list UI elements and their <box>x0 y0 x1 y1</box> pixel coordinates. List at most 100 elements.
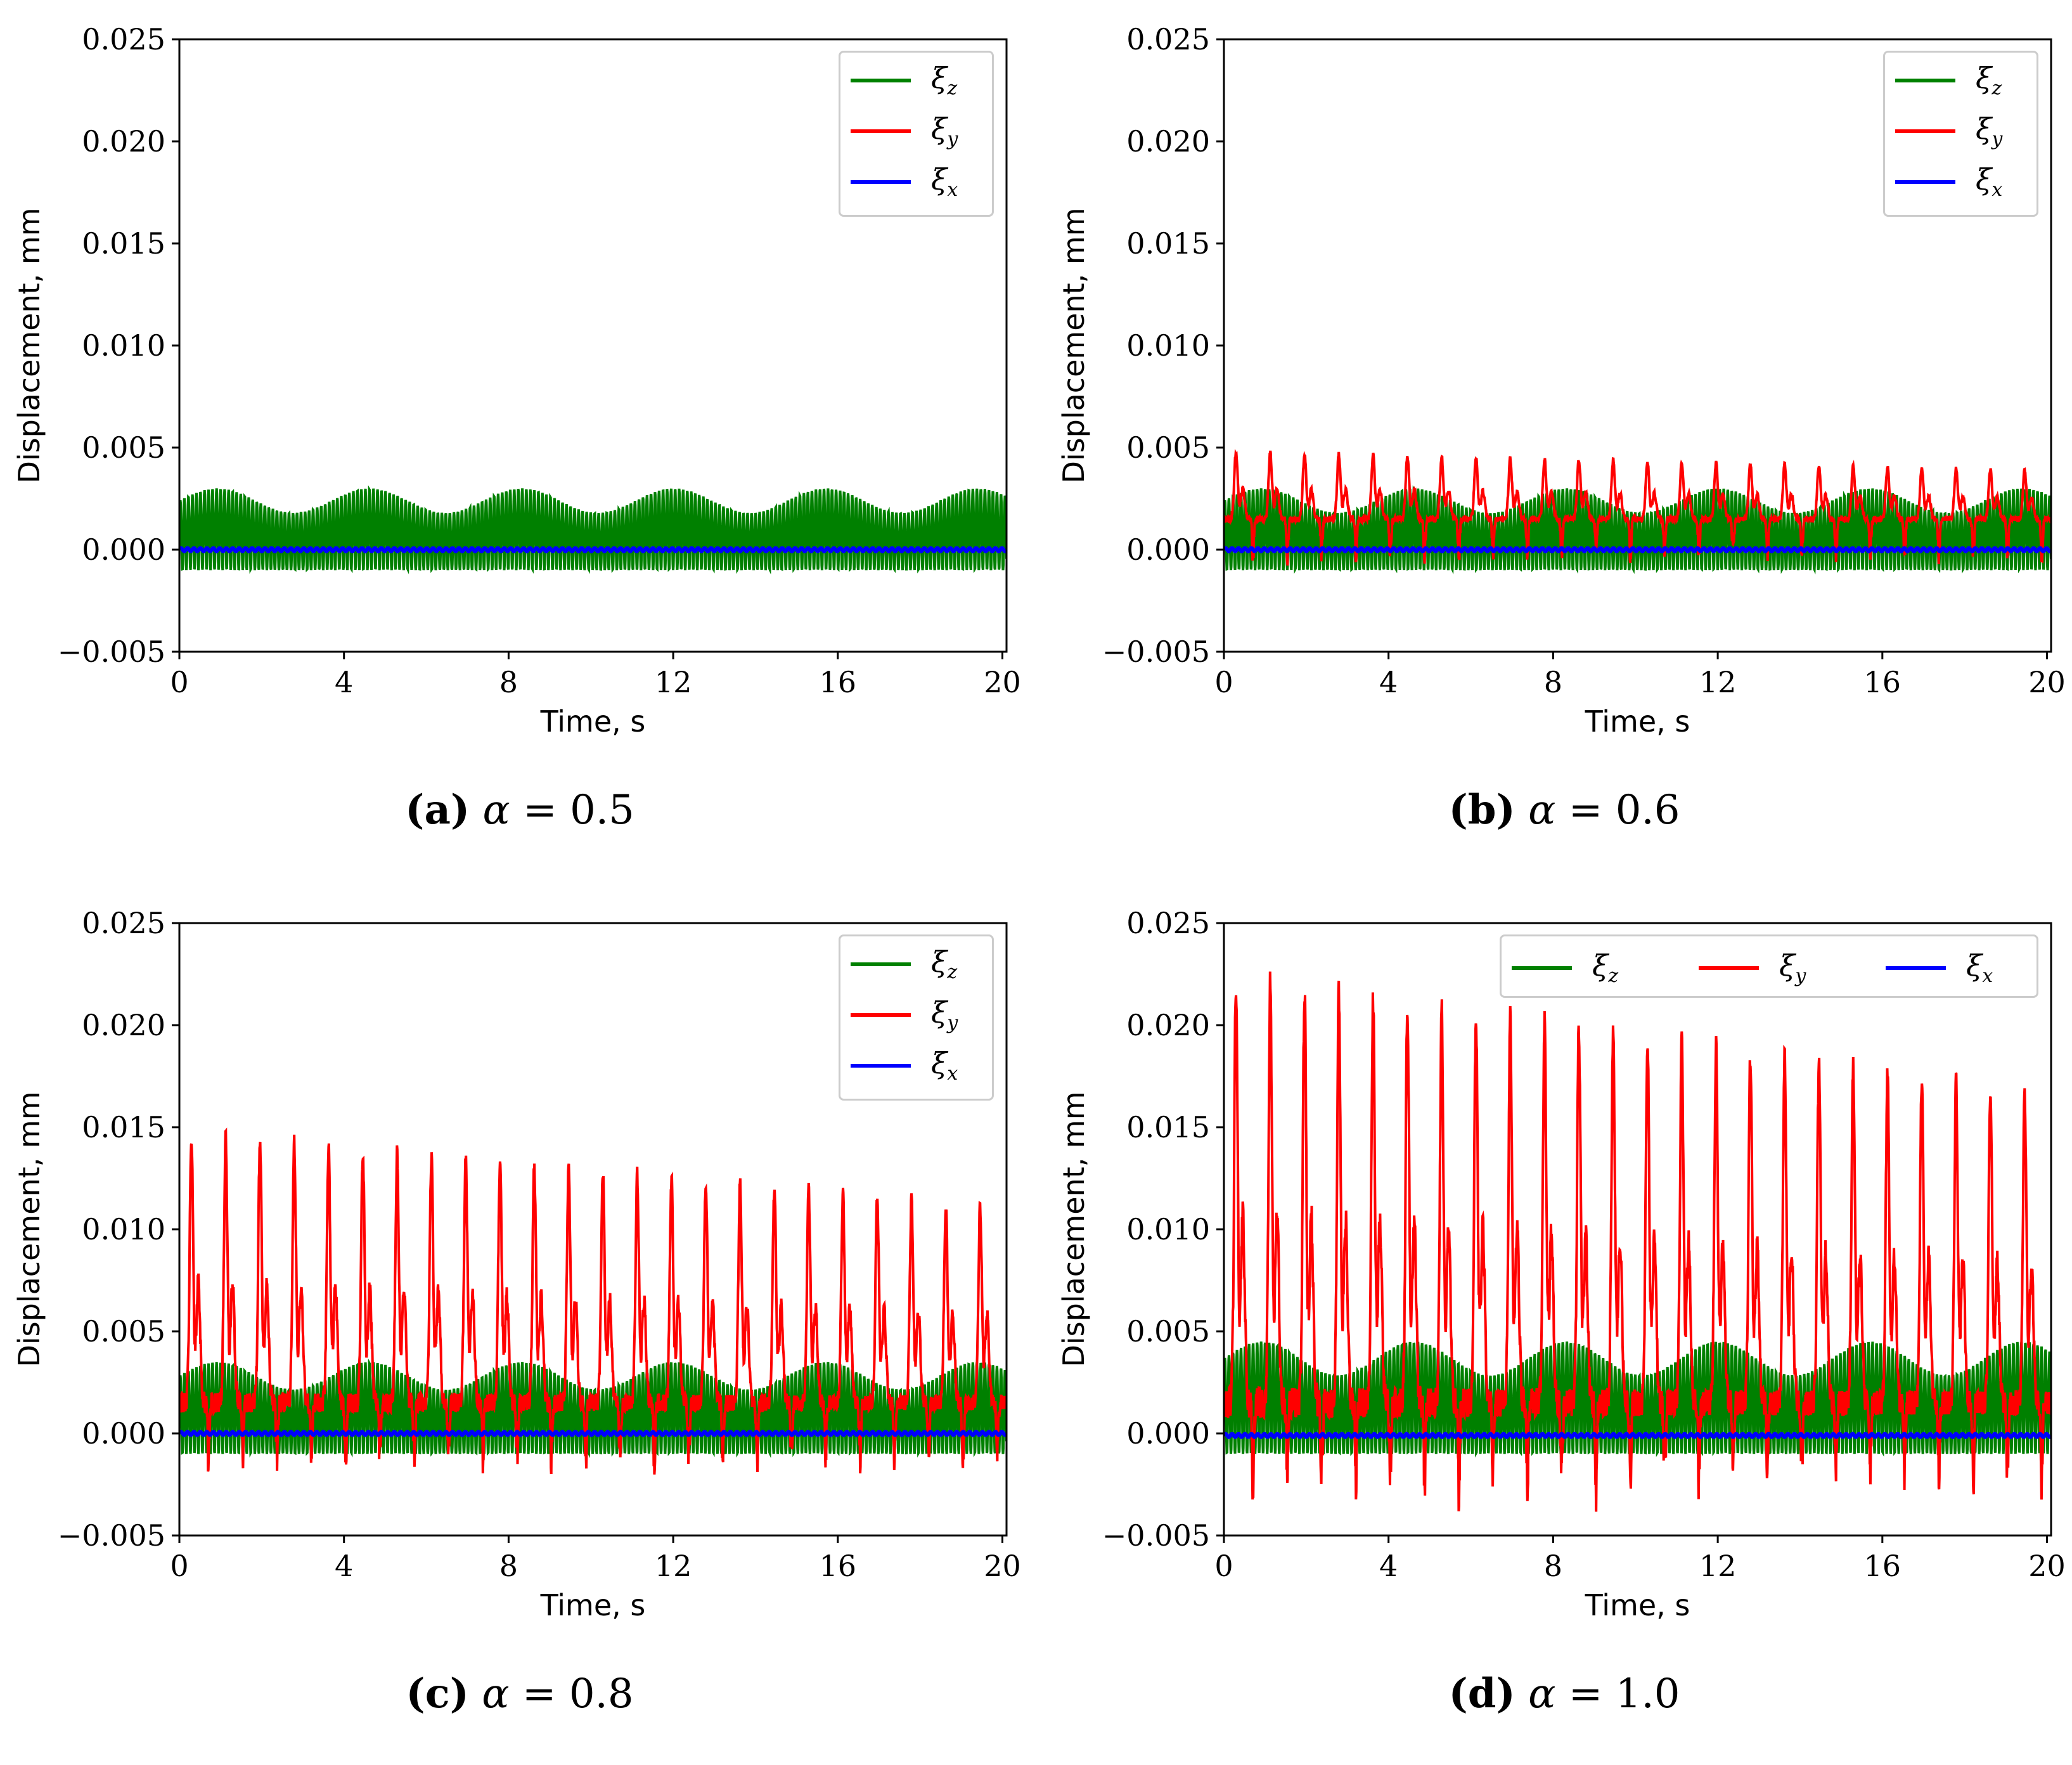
x-tick-label: 4 <box>335 1549 353 1583</box>
plot-area: 0 4 8 12 16 20 0.025 0.020 0.015 0.010 0.005 0.000 −… <box>12 906 1021 1622</box>
legend: ξz ξy ξx <box>839 934 994 1101</box>
y-tick-label: −0.005 <box>1102 635 1210 669</box>
legend-entry-x: ξx <box>1886 948 1993 988</box>
legend-swatch-z <box>1895 79 1955 82</box>
series-line-x <box>179 1430 1007 1437</box>
series-group <box>1224 448 2051 574</box>
x-tick-label: 8 <box>1544 665 1562 699</box>
legend: ξz ξy ξx <box>839 51 994 217</box>
legend-swatch-y <box>851 1013 911 1017</box>
chart-panel: 0 4 8 12 16 20 0.025 0.020 0.015 0.010 0.005 0.000 −… <box>1045 0 2072 881</box>
y-tick-label: 0.025 <box>1126 22 1210 56</box>
legend-entry-z: ξz <box>1895 61 2002 100</box>
y-tick-label: 0.025 <box>82 22 165 56</box>
legend-entry-y: ξy <box>851 112 958 151</box>
legend-label-x: ξx <box>1966 948 1993 988</box>
y-tick-label: 0.015 <box>82 226 165 261</box>
y-tick-label: 0.015 <box>82 1110 165 1144</box>
y-tick-label: 0.010 <box>82 328 165 363</box>
legend-label-x: ξx <box>931 1046 958 1085</box>
y-tick-label: 0.005 <box>82 430 165 465</box>
legend-entry-x: ξx <box>1895 162 2003 202</box>
plot-area: 0 4 8 12 16 20 0.025 0.020 0.015 0.010 0.005 0.000 −… <box>1057 22 2066 739</box>
x-tick-label: 8 <box>499 665 518 699</box>
x-tick-label: 12 <box>655 1549 692 1583</box>
x-tick-label: 8 <box>1544 1549 1562 1583</box>
x-tick-label: 16 <box>1864 1549 1901 1583</box>
y-tick-label: 0.015 <box>1126 226 1210 261</box>
y-tick-label: 0.000 <box>1126 533 1210 567</box>
x-tick-label: 20 <box>984 1549 1021 1583</box>
x-tick-label: 16 <box>820 1549 857 1583</box>
x-tick-label: 16 <box>820 665 857 699</box>
legend: ξz ξy ξx <box>1883 51 2038 217</box>
chart-panel: 0 4 8 12 16 20 0.025 0.020 0.015 0.010 0.005 0.000 −… <box>0 0 1039 881</box>
legend: ξz ξy ξx <box>1500 934 2038 998</box>
y-tick-label: −0.005 <box>1102 1518 1210 1553</box>
y-tick-label: 0.020 <box>1126 124 1210 158</box>
y-tick-label: 0.020 <box>82 124 165 158</box>
series-group <box>179 485 1007 574</box>
legend-swatch-x <box>1895 180 1955 184</box>
x-tick-label: 12 <box>1699 1549 1737 1583</box>
legend-swatch-x <box>851 1064 911 1068</box>
legend-entry-z: ξz <box>1512 948 1619 988</box>
y-tick-label: 0.020 <box>1126 1008 1210 1042</box>
legend-label-x: ξx <box>931 162 958 202</box>
plot-area: 0 4 8 12 16 20 0.025 0.020 0.015 0.010 0.005 0.000 −… <box>12 22 1021 739</box>
legend-label-z: ξz <box>1592 948 1619 988</box>
x-tick-label: 12 <box>1699 665 1737 699</box>
legend-entry-y: ξy <box>851 995 958 1035</box>
x-tick-label: 4 <box>1379 1549 1398 1583</box>
series-line-y <box>1224 448 2051 566</box>
legend-label-y: ξy <box>931 112 958 151</box>
x-axis-label: Time, s <box>540 1588 646 1622</box>
legend-entry-y: ξy <box>1699 948 1806 988</box>
chart-panel: 0 4 8 12 16 20 0.025 0.020 0.015 0.010 0.005 0.000 −… <box>1045 884 2072 1765</box>
legend-swatch-x <box>851 180 911 184</box>
x-tick-label: 0 <box>170 1549 188 1583</box>
x-axis-label: Time, s <box>1585 1588 1690 1622</box>
legend-swatch-y <box>1895 129 1955 133</box>
legend-entry-y: ξy <box>1895 112 2003 151</box>
legend-label-y: ξy <box>1976 112 2003 151</box>
subfigure-caption: (b) α = 0.6 <box>1448 786 1680 834</box>
legend-swatch-z <box>1512 966 1572 970</box>
x-tick-label: 20 <box>2028 1549 2066 1583</box>
y-axis-label: Displacement, mm <box>12 1091 46 1367</box>
y-tick-label: 0.000 <box>1126 1416 1210 1451</box>
x-tick-label: 8 <box>499 1549 518 1583</box>
series-group <box>1224 971 2051 1512</box>
legend-swatch-x <box>1886 966 1946 970</box>
chart-panel: 0 4 8 12 16 20 0.025 0.020 0.015 0.010 0.005 0.000 −… <box>0 884 1039 1765</box>
y-axis-label: Displacement, mm <box>1057 207 1091 483</box>
y-tick-label: 0.025 <box>1126 906 1210 940</box>
series-line-x <box>179 546 1007 553</box>
y-tick-label: 0.000 <box>82 1416 165 1451</box>
legend-label-x: ξx <box>1976 162 2003 202</box>
series-group <box>179 1127 1007 1475</box>
legend-entry-z: ξz <box>851 61 957 100</box>
legend-swatch-z <box>851 79 911 82</box>
series-line-z <box>1224 485 2051 574</box>
y-tick-label: 0.005 <box>1126 1314 1210 1348</box>
legend-swatch-y <box>1699 966 1759 970</box>
legend-swatch-y <box>851 129 911 133</box>
series-line-y <box>1224 971 2051 1512</box>
series-line-z <box>179 1358 1007 1458</box>
y-tick-label: 0.010 <box>1126 328 1210 363</box>
y-tick-label: 0.010 <box>1126 1212 1210 1246</box>
subfigure-caption: (c) α = 0.8 <box>406 1670 634 1717</box>
x-tick-label: 20 <box>2028 665 2066 699</box>
y-axis-label: Displacement, mm <box>1057 1091 1091 1367</box>
series-line-x <box>1224 1432 2051 1439</box>
legend-entry-x: ξx <box>851 162 958 202</box>
x-tick-label: 16 <box>1864 665 1901 699</box>
x-axis-label: Time, s <box>540 704 646 739</box>
y-tick-label: 0.005 <box>82 1314 165 1348</box>
legend-entry-x: ξx <box>851 1046 958 1085</box>
series-line-z <box>179 485 1007 574</box>
x-tick-label: 0 <box>1214 1549 1233 1583</box>
y-tick-label: −0.005 <box>58 635 165 669</box>
